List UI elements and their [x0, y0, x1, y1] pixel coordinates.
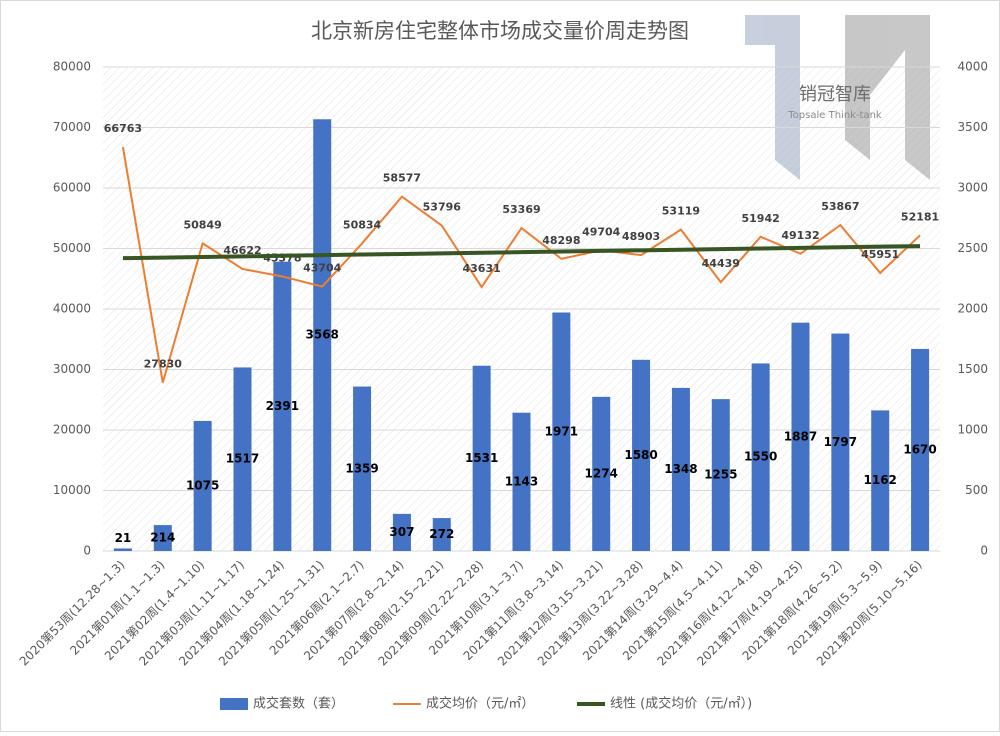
bar-label: 1075: [186, 478, 219, 492]
legend-label: 线性 (成交均价（元/㎡）): [610, 696, 752, 712]
bar: [353, 386, 372, 551]
line-label: 53119: [662, 205, 700, 218]
line-label: 58577: [383, 172, 421, 185]
line-label: 66763: [104, 122, 142, 135]
bar: [392, 513, 411, 551]
line-label: 49132: [781, 229, 819, 242]
y2-tick-label: 500: [965, 483, 988, 497]
legend-label: 成交套数（套）: [253, 696, 344, 712]
bar-label: 1255: [704, 468, 737, 482]
bar-label: 1550: [744, 450, 777, 464]
bar: [791, 322, 810, 551]
y2-tick-label: 2500: [957, 241, 988, 255]
y-tick-label: 30000: [53, 362, 91, 376]
bar: [831, 333, 850, 551]
line-label: 27830: [144, 358, 183, 371]
y-tick-label: 20000: [53, 423, 91, 437]
bar-label: 21: [115, 531, 132, 545]
line-label: 53369: [502, 203, 540, 216]
bar-label: 1797: [824, 435, 857, 449]
y-tick-label: 80000: [53, 60, 91, 74]
y2-tick-label: 0: [980, 544, 988, 558]
legend-swatch: [220, 698, 248, 710]
chart-title: 北京新房住宅整体市场成交量价周走势图: [311, 19, 689, 43]
watermark: 销冠智库: [799, 84, 871, 105]
trend-line: [122, 244, 921, 261]
bar: [153, 525, 172, 551]
bar: [592, 396, 611, 551]
bar: [472, 365, 491, 551]
bar-label: 307: [389, 525, 414, 539]
bar: [911, 348, 930, 551]
line-label: 48298: [542, 234, 580, 247]
bar-label: 1517: [226, 452, 259, 466]
bar-label: 214: [150, 531, 175, 545]
y-tick-label: 10000: [53, 483, 91, 497]
bar-label: 1348: [664, 462, 697, 476]
line-label: 49704: [582, 225, 621, 238]
line-label: 50834: [343, 218, 382, 231]
y2-tick-label: 3000: [957, 181, 988, 195]
bar: [313, 119, 332, 551]
bar-label: 1887: [784, 429, 817, 443]
bar-label: 272: [429, 527, 454, 541]
bar-label: 1580: [624, 448, 657, 462]
bar-label: 2391: [266, 399, 299, 413]
y-tick-label: 60000: [53, 181, 91, 195]
y-tick-label: 50000: [53, 241, 91, 255]
line-label: 51942: [742, 212, 780, 225]
bar: [871, 410, 890, 551]
bar-label: 1274: [585, 466, 618, 480]
bar: [273, 261, 292, 551]
bar: [632, 359, 651, 551]
bar: [193, 420, 212, 551]
y-tick-label: 70000: [53, 120, 91, 134]
watermark-sub: Topsale Think-tank: [787, 110, 882, 121]
bar: [751, 363, 770, 551]
bar-label: 1143: [505, 474, 538, 488]
y-tick-label: 40000: [53, 302, 91, 316]
bar-label: 1670: [903, 442, 936, 456]
y2-tick-label: 1500: [957, 362, 988, 376]
bar: [432, 518, 451, 551]
bar: [233, 367, 252, 551]
line-label: 43631: [463, 262, 501, 275]
line-label: 43704: [303, 262, 342, 275]
bar: [671, 387, 690, 551]
bar-label: 1531: [465, 451, 498, 465]
bar-label: 1359: [345, 461, 378, 475]
y2-tick-label: 2000: [957, 302, 988, 316]
line-label: 50849: [184, 218, 222, 231]
logo: [745, 15, 930, 180]
y2-tick-label: 3500: [957, 120, 988, 134]
line-label: 46622: [223, 244, 261, 257]
bar-label: 1971: [545, 424, 578, 438]
y2-tick-label: 1000: [957, 423, 988, 437]
line-label: 48903: [622, 230, 660, 243]
bar: [113, 548, 132, 551]
line-label: 53796: [423, 201, 462, 214]
bar: [512, 412, 531, 551]
line-label: 44439: [702, 257, 740, 270]
y2-tick-label: 4000: [957, 60, 988, 74]
bar: [711, 399, 730, 551]
line-label: 52181: [901, 210, 939, 223]
bar-label: 1162: [864, 473, 897, 487]
legend-label: 成交均价（元/㎡）: [426, 696, 534, 712]
bar-label: 3568: [306, 328, 339, 342]
bar: [552, 312, 571, 551]
line-label: 45951: [861, 248, 899, 261]
y-tick-label: 0: [83, 544, 91, 558]
line-label: 53867: [821, 200, 859, 213]
